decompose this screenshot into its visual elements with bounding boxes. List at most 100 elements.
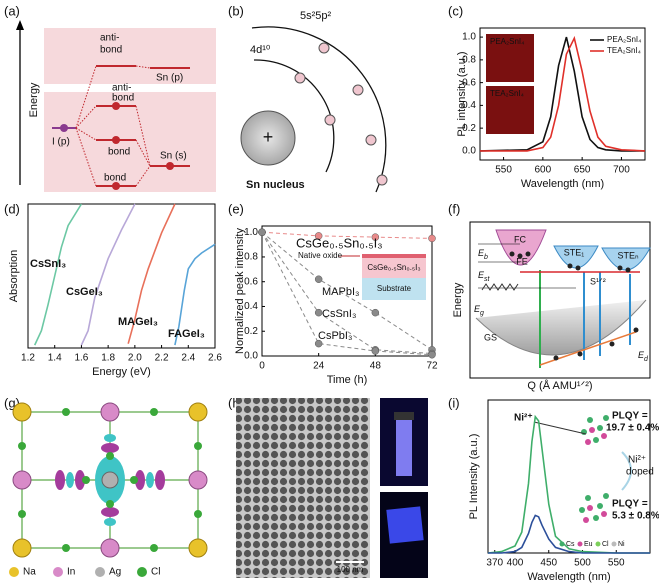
shape [253, 59, 335, 173]
label: bond [112, 93, 134, 104]
panel-a: (a) Energy anti- bond Sn (p) anti- bond … [4, 3, 216, 192]
shape [611, 541, 617, 547]
series-line [261, 231, 433, 356]
panel-g: (g) Na In Ag Cl [4, 395, 208, 578]
shape [100, 538, 120, 558]
shape [82, 476, 90, 484]
shape [396, 420, 412, 476]
label: CsGe₀.₅Sn₀.₅I₃ [367, 263, 420, 272]
series-line [261, 231, 433, 354]
shape [18, 442, 26, 450]
y-tick-label: 0.8 [462, 55, 476, 66]
data-point [314, 339, 323, 348]
shape [112, 102, 120, 110]
label: FC [514, 234, 526, 244]
shape [150, 408, 158, 416]
shape [12, 402, 208, 558]
shape [62, 544, 70, 552]
x-tick-label: 550 [608, 558, 625, 569]
shape [101, 471, 119, 489]
shape [581, 429, 587, 435]
shape [106, 452, 114, 460]
shape [589, 427, 595, 433]
label: PLQY = [612, 499, 648, 510]
data-point [314, 275, 323, 283]
label: Energy [28, 82, 40, 117]
shape [603, 415, 609, 421]
shape [362, 278, 426, 300]
label: 19.7 ± 0.4% [606, 423, 659, 434]
panel-e-inset: Native oxide CsGe₀.₅Sn₀.₅I₃ Substrate [298, 251, 426, 300]
shape [567, 263, 573, 269]
data-point [371, 347, 380, 355]
shape [104, 518, 116, 526]
shape [194, 510, 202, 518]
label: d [644, 356, 649, 363]
y-tick-label: 0.6 [462, 77, 476, 88]
x-axis-label: Wavelength (nm) [521, 178, 604, 190]
shape [150, 544, 158, 552]
shape [55, 470, 65, 490]
shape [621, 451, 632, 491]
y-tick-label: 0.6 [244, 276, 258, 287]
shape [625, 267, 631, 273]
shape [104, 434, 116, 442]
shape [495, 229, 547, 266]
y-tick-label: 0.2 [244, 326, 258, 337]
data-point [371, 233, 380, 241]
shape [18, 408, 202, 552]
shape [593, 515, 599, 521]
shape [155, 470, 165, 490]
shape [587, 417, 593, 423]
x-tick-label: 2.6 [208, 353, 222, 364]
series-label: MAGeI₃ [118, 316, 158, 328]
label: (f) [448, 201, 460, 216]
data-point [314, 308, 323, 317]
x-tick-label: 72 [426, 361, 438, 372]
series-label: CsGeI₃ [66, 286, 103, 298]
shape [55, 443, 165, 517]
shape [75, 65, 151, 187]
shape [12, 538, 32, 558]
shape [95, 567, 105, 577]
panel-c-insets: PEA₂SnI₄ TEA₂SnI₄ [486, 34, 534, 134]
x-tick-label: 0 [259, 361, 265, 372]
label: 5.3 ± 0.8% [612, 511, 659, 522]
x-tick-label: 550 [495, 165, 512, 176]
label: Ag [109, 567, 121, 578]
shape [18, 510, 26, 518]
plot-frame [487, 399, 651, 554]
label: Q (Å AMU¹ᐟ²) [527, 379, 592, 392]
series-label: MAPbI₃ [322, 286, 360, 298]
series-line [479, 36, 645, 152]
x-tick-label: 600 [535, 165, 552, 176]
x-tick-label: 1.8 [101, 353, 115, 364]
shape [44, 92, 216, 192]
legend-label: TEA₂SnI₄ [607, 46, 641, 55]
shape [12, 402, 208, 558]
label: Cl [602, 541, 609, 548]
shape [362, 254, 426, 258]
y-tick-label: 1.0 [244, 227, 258, 238]
label: E [478, 270, 485, 280]
x-tick-label: 450 [540, 558, 557, 569]
label: STE₁ [564, 247, 585, 257]
label: I (p) [52, 137, 70, 148]
label: E [638, 350, 645, 360]
label: bond [100, 45, 122, 56]
shape [75, 65, 151, 187]
data-point [428, 351, 436, 359]
shape [597, 425, 603, 431]
label: Native oxide [298, 251, 343, 260]
shape [130, 476, 138, 484]
shape [469, 221, 651, 379]
shape [593, 437, 599, 443]
x-axis-label: Energy (eV) [92, 366, 151, 378]
panel-i-annotations: Ni²⁺ PLQY = 19.7 ± 0.4% Ni²⁺ doped PLQY … [514, 411, 659, 548]
series-line [80, 203, 136, 346]
series-line [127, 203, 176, 344]
shape [318, 42, 330, 54]
x-tick-label: 2.2 [155, 353, 169, 364]
x-tick-label: 500 [574, 558, 591, 569]
data-point [258, 228, 266, 236]
